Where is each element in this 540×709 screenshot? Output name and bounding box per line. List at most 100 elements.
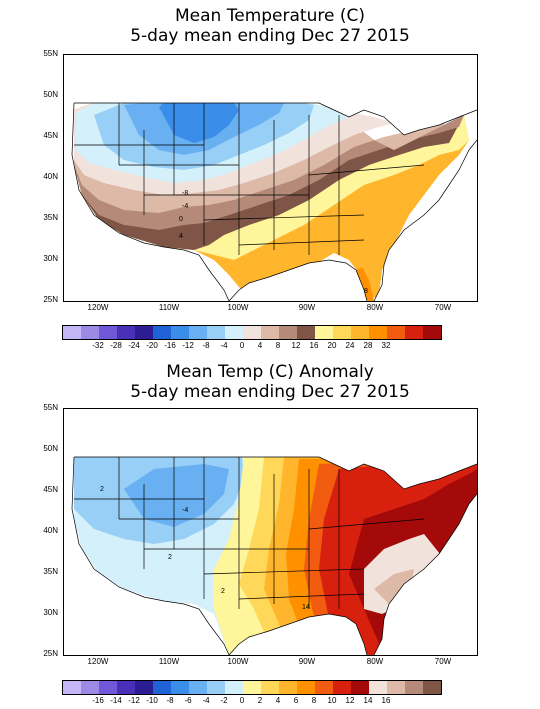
colorbar-swatch	[135, 681, 153, 694]
colorbar-swatch	[117, 681, 135, 694]
colorbar-swatch	[315, 681, 333, 694]
map-title: Mean Temp (C) Anomaly	[166, 362, 374, 382]
temperature-fill	[74, 103, 469, 301]
colorbar-swatch	[153, 326, 171, 339]
colorbar-swatch	[171, 681, 189, 694]
lon-label: 90W	[298, 303, 316, 312]
colorbar-label: -6	[184, 696, 192, 705]
lat-label: 50N	[43, 90, 58, 99]
colorbar-swatch	[63, 681, 81, 694]
lat-label: 55N	[43, 403, 58, 412]
colorbar-swatch	[207, 681, 225, 694]
lat-label: 25N	[43, 649, 58, 658]
lat-label: 40N	[43, 526, 58, 535]
colorbar-swatch	[333, 681, 351, 694]
contour-label: -8	[182, 190, 188, 197]
colorbar-label: 0	[239, 696, 245, 705]
colorbar-swatch	[99, 326, 117, 339]
colorbar-swatch	[369, 326, 387, 339]
colorbar-swatch	[387, 681, 405, 694]
colorbar-label: -10	[146, 696, 158, 705]
colorbar-swatch	[279, 681, 297, 694]
map-subtitle: 5-day mean ending Dec 27 2015	[130, 382, 410, 402]
lat-label: 55N	[43, 49, 58, 58]
lat-label: 35N	[43, 213, 58, 222]
lon-label: 100W	[227, 657, 249, 666]
colorbar-swatch	[333, 326, 351, 339]
colorbar-swatch	[297, 326, 315, 339]
colorbar-swatch	[135, 326, 153, 339]
lon-label: 70W	[434, 303, 452, 312]
contour-label: 14	[302, 604, 310, 611]
colorbar-swatch	[315, 326, 333, 339]
colorbar-swatch	[243, 681, 261, 694]
lat-label: 25N	[43, 295, 58, 304]
contour-label: 8	[364, 288, 368, 295]
colorbar-swatch	[189, 681, 207, 694]
lon-label: 100W	[227, 303, 249, 312]
colorbar-swatch	[81, 681, 99, 694]
colorbar-label: -4	[202, 696, 210, 705]
colorbar-label: -32	[92, 341, 104, 350]
lon-label: 80W	[366, 657, 384, 666]
colorbar-label: -8	[202, 341, 210, 350]
colorbar-swatch	[387, 326, 405, 339]
temperature-map: -8 -4 0 4 8	[63, 54, 478, 302]
colorbar	[62, 325, 442, 340]
state-borders	[71, 456, 477, 655]
colorbar-label: -12	[182, 341, 194, 350]
lat-label: 30N	[43, 254, 58, 263]
colorbar-label: 16	[381, 696, 391, 705]
colorbar-swatch	[225, 681, 243, 694]
colorbar-label: -2	[220, 696, 228, 705]
colorbar-swatch	[207, 326, 225, 339]
colorbar-label: 12	[291, 341, 301, 350]
contour-label: 0	[179, 216, 183, 223]
colorbar	[62, 680, 442, 695]
colorbar-label: -16	[164, 341, 176, 350]
lon-label: 110W	[158, 657, 180, 666]
colorbar-label: 8	[311, 696, 317, 705]
colorbar-label: 10	[327, 696, 337, 705]
colorbar-label: 32	[381, 341, 391, 350]
colorbar-label: -24	[128, 341, 140, 350]
lat-label: 45N	[43, 131, 58, 140]
map-title: Mean Temperature (C)	[175, 6, 365, 26]
state-borders	[71, 102, 477, 301]
lon-label: 120W	[87, 303, 109, 312]
colorbar-label: 8	[275, 341, 281, 350]
colorbar-label: -12	[128, 696, 140, 705]
colorbar-swatch	[243, 326, 261, 339]
colorbar-label: -20	[146, 341, 158, 350]
colorbar-swatch	[351, 326, 369, 339]
contour-label: 4	[179, 233, 183, 240]
colorbar-label: 4	[257, 341, 263, 350]
colorbar-swatch	[99, 681, 117, 694]
lon-label: 110W	[158, 303, 180, 312]
colorbar-swatch	[171, 326, 189, 339]
colorbar-label: 16	[309, 341, 319, 350]
contour-label: 2	[221, 588, 225, 595]
colorbar-swatch	[279, 326, 297, 339]
lat-label: 50N	[43, 444, 58, 453]
colorbar-swatch	[261, 681, 279, 694]
contour-label: 2	[168, 554, 172, 561]
lat-label: 40N	[43, 172, 58, 181]
colorbar-label: 2	[257, 696, 263, 705]
colorbar-label: -8	[166, 696, 174, 705]
colorbar-label: -28	[110, 341, 122, 350]
map-subtitle: 5-day mean ending Dec 27 2015	[130, 26, 410, 46]
colorbar-swatch	[153, 681, 171, 694]
colorbar-swatch	[81, 326, 99, 339]
colorbar-swatch	[225, 326, 243, 339]
lat-label: 30N	[43, 608, 58, 617]
lon-label: 90W	[298, 657, 316, 666]
colorbar-swatch	[63, 326, 81, 339]
colorbar-swatch	[189, 326, 207, 339]
lon-label: 80W	[366, 303, 384, 312]
colorbar-label: 28	[363, 341, 373, 350]
colorbar-label: 12	[345, 696, 355, 705]
colorbar-label: 14	[363, 696, 373, 705]
lon-label: 70W	[434, 657, 452, 666]
colorbar-label: -16	[92, 696, 104, 705]
